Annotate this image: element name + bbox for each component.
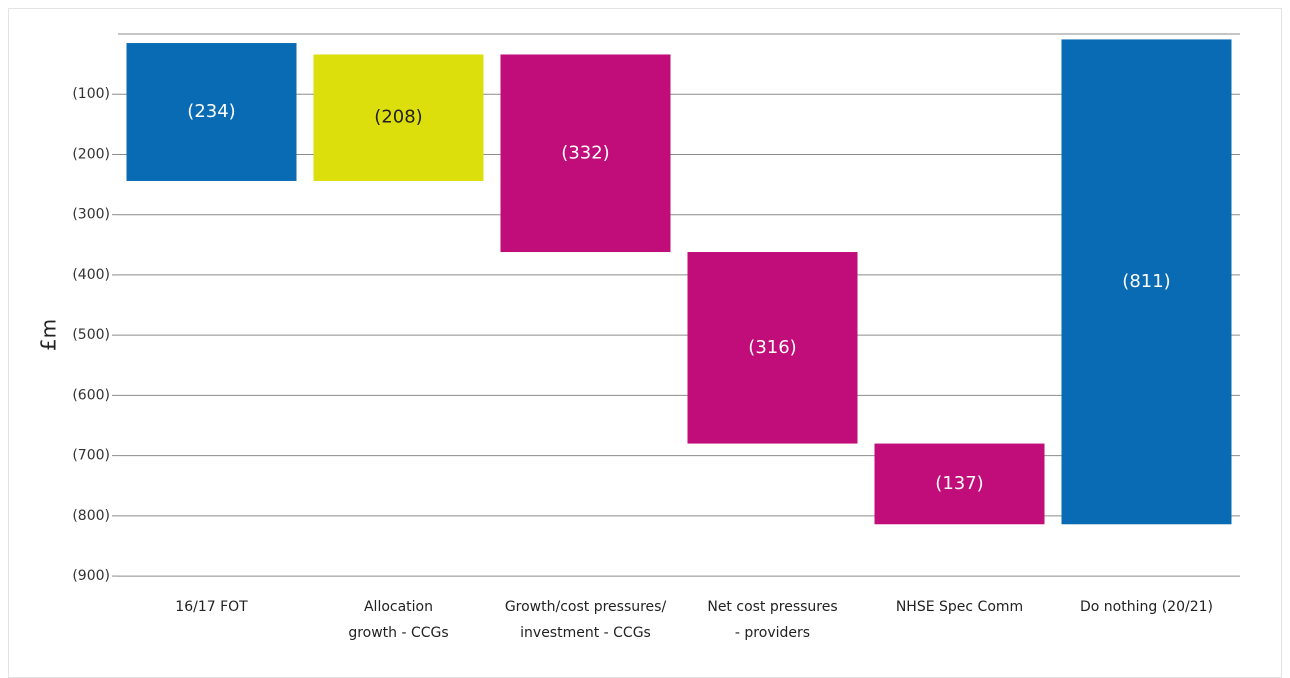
bar (313, 54, 484, 181)
x-category-label: NHSE Spec Comm (896, 599, 1023, 615)
data-label: (208) (374, 107, 422, 128)
data-label: (811) (1122, 271, 1170, 292)
bar (126, 43, 297, 181)
y-axis-label: £m (37, 319, 61, 351)
bar (1061, 39, 1232, 525)
y-tick-label: (400) (72, 267, 110, 283)
y-tick-label: (500) (72, 327, 110, 343)
data-label: (316) (748, 337, 796, 358)
y-tick-label: (800) (72, 508, 110, 524)
data-label: (234) (187, 101, 235, 122)
x-category-label: Growth/cost pressures/ (505, 599, 667, 615)
y-tick-label: (900) (72, 568, 110, 584)
x-category-label: - providers (735, 625, 810, 641)
data-label: (137) (935, 473, 983, 494)
x-category-label: Do nothing (20/21) (1080, 599, 1213, 615)
bar (500, 54, 671, 253)
x-category-label: Net cost pressures (707, 599, 837, 615)
x-category-label: investment - CCGs (520, 625, 651, 641)
y-tick-label: (200) (72, 146, 110, 162)
x-category-label: Allocation (364, 599, 433, 615)
y-tick-label: (100) (72, 86, 110, 102)
bar (874, 443, 1045, 525)
x-category-label: growth - CCGs (348, 625, 448, 641)
y-tick-label: (300) (72, 207, 110, 223)
y-tick-label: (700) (72, 448, 110, 464)
x-category-label: 16/17 FOT (175, 599, 248, 615)
data-label: (332) (561, 142, 609, 163)
bar (687, 252, 858, 444)
y-tick-label: (600) (72, 387, 110, 403)
